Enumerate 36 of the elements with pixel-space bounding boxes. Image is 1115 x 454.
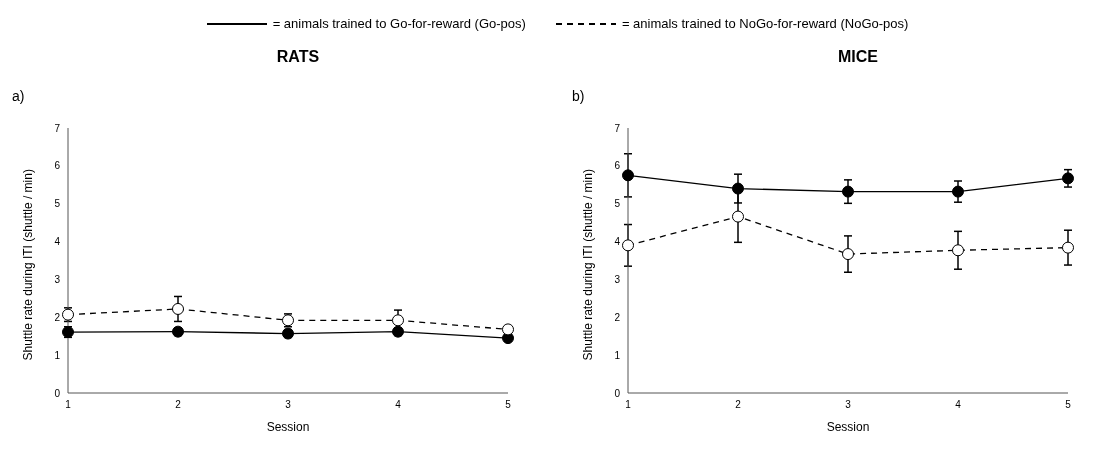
x-tick-label: 2 bbox=[175, 399, 182, 411]
x-tick-label: 1 bbox=[65, 399, 72, 411]
chart-title: RATS bbox=[275, 48, 321, 67]
y-tick-label: 5 bbox=[614, 198, 621, 210]
y-tick-label: 3 bbox=[54, 273, 61, 285]
x-tick-label: 3 bbox=[285, 399, 292, 411]
x-tick-label: 1 bbox=[625, 399, 632, 411]
x-tick-label: 5 bbox=[1065, 399, 1072, 411]
x-axis-title: Session bbox=[266, 420, 310, 434]
y-tick-label: 6 bbox=[54, 160, 61, 172]
x-tick-label: 3 bbox=[845, 399, 852, 411]
legend-label: = animals trained to Go-for-reward (Go-pos) bbox=[271, 15, 526, 31]
x-tick-label: 5 bbox=[505, 399, 512, 411]
x-tick-label: 4 bbox=[395, 399, 402, 411]
y-tick-label: 0 bbox=[54, 387, 61, 399]
y-tick-label: 2 bbox=[614, 311, 621, 323]
x-tick-label: 4 bbox=[955, 399, 962, 411]
x-tick-label: 2 bbox=[735, 399, 742, 411]
y-tick-label: 5 bbox=[54, 198, 61, 210]
y-tick-label: 4 bbox=[54, 236, 61, 248]
y-tick-label: 1 bbox=[614, 349, 621, 361]
y-tick-label: 1 bbox=[54, 349, 61, 361]
y-tick-label: 7 bbox=[614, 122, 621, 134]
text: b) bbox=[572, 88, 585, 104]
legend-label: = animals trained to NoGo-for-reward (NoGo-pos) bbox=[620, 15, 909, 31]
y-tick-label: 2 bbox=[54, 311, 61, 323]
y-axis-title: Shuttle rate during ITI (shuttle / min) bbox=[21, 169, 36, 361]
y-tick-label: 0 bbox=[614, 387, 621, 399]
y-tick-label: 3 bbox=[614, 273, 621, 285]
y-tick-label: 4 bbox=[614, 236, 621, 248]
y-axis-title: Shuttle rate during ITI (shuttle / min) bbox=[581, 169, 596, 361]
y-tick-label: 7 bbox=[54, 122, 61, 134]
y-tick-label: 6 bbox=[614, 160, 621, 172]
x-axis-title: Session bbox=[826, 420, 870, 434]
text: a) bbox=[12, 88, 25, 104]
chart-title: MICE bbox=[837, 48, 879, 67]
